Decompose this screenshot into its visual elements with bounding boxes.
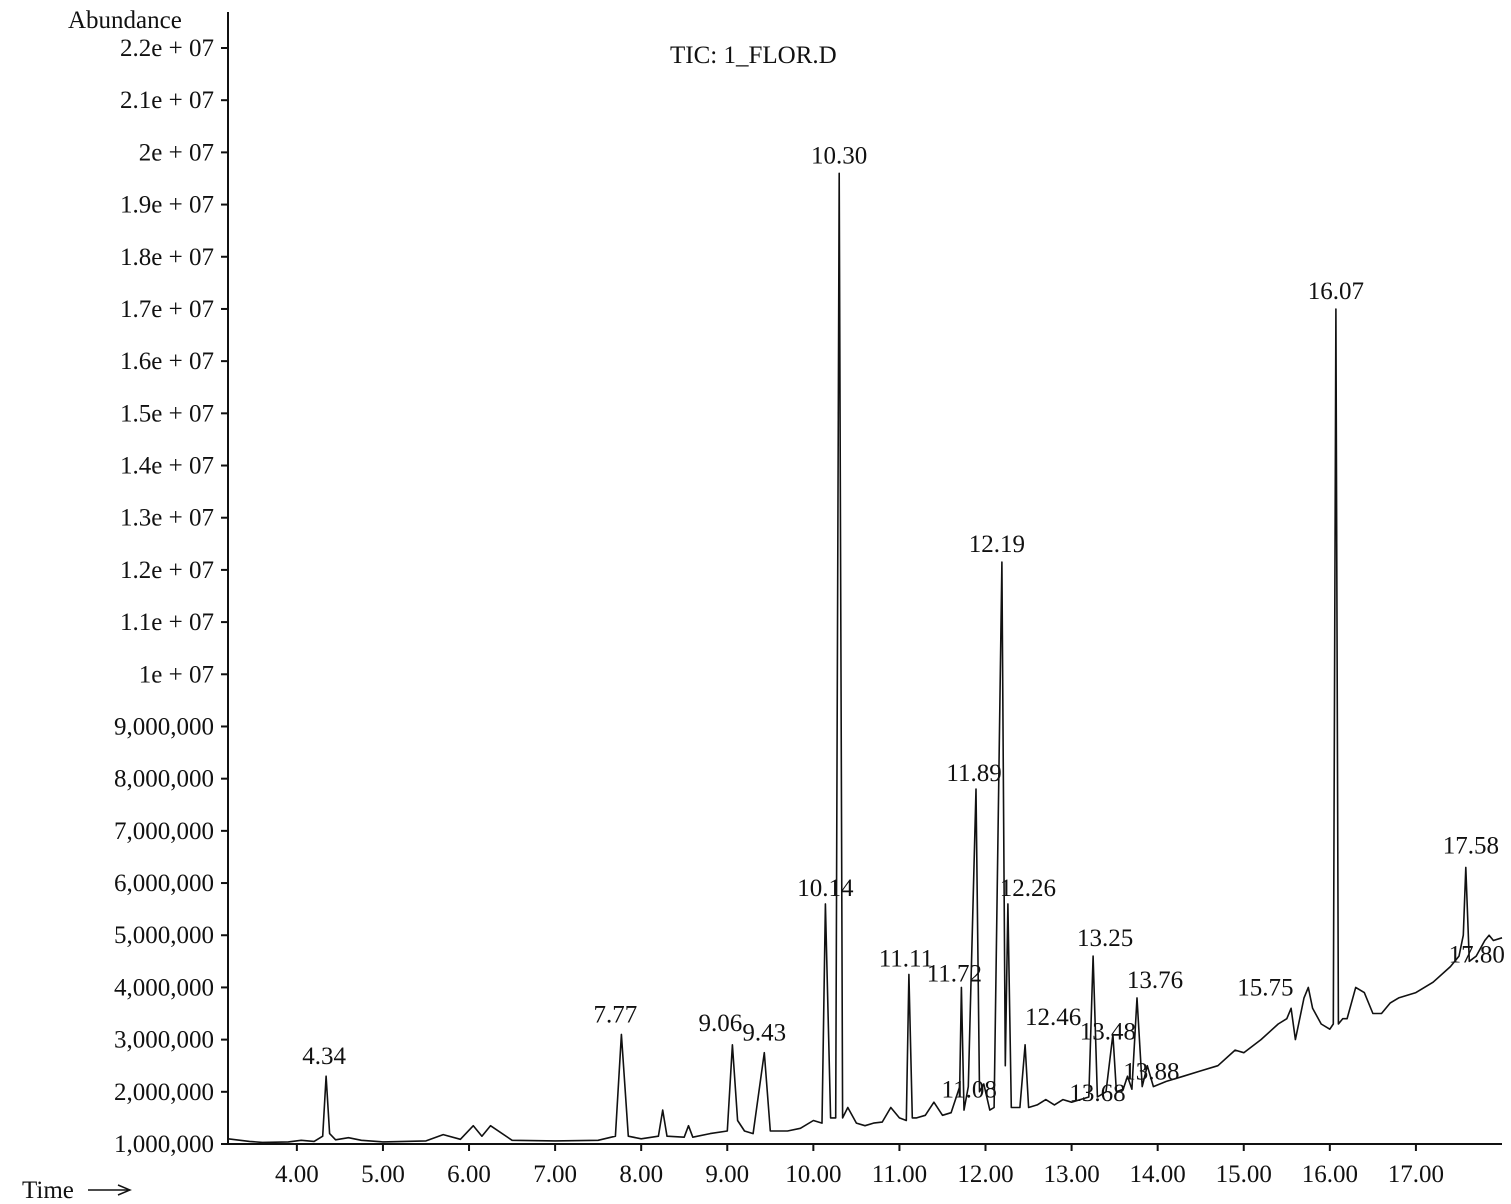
x-tick-label: 13.00 (1043, 1161, 1099, 1188)
peak-label: 12.19 (969, 531, 1025, 558)
chart-title: TIC: 1_FLOR.D (670, 42, 837, 69)
y-axis-title: Abundance (68, 7, 182, 34)
x-tick-label: 15.00 (1216, 1161, 1272, 1188)
peak-label: 7.77 (594, 1001, 638, 1028)
x-tick-label: 7.00 (533, 1161, 577, 1188)
peak-label: 16.07 (1308, 278, 1364, 305)
y-tick-label: 9,000,000 (114, 713, 214, 740)
peak-label: 11.72 (927, 960, 982, 987)
y-tick-label: 1.4e + 07 (120, 453, 214, 480)
peak-label: 12.46 (1025, 1004, 1081, 1031)
y-tick-label: 4,000,000 (114, 974, 214, 1001)
y-tick-label: 5,000,000 (114, 922, 214, 949)
x-tick-label: 5.00 (361, 1161, 405, 1188)
y-tick-label: 6,000,000 (114, 870, 214, 897)
peak-label: 11.89 (946, 760, 1001, 787)
y-tick-label: 2e + 07 (139, 139, 214, 166)
x-tick-label: 12.00 (957, 1161, 1013, 1188)
peak-label: 13.76 (1127, 967, 1183, 994)
y-tick-label: 1.8e + 07 (120, 244, 214, 271)
y-tick-label: 2.2e + 07 (120, 35, 214, 62)
peak-label: 13.88 (1123, 1059, 1179, 1086)
peak-label: 9.43 (742, 1020, 786, 1047)
peak-label: 13.48 (1080, 1018, 1136, 1045)
peak-label: 11.08 (942, 1076, 997, 1103)
peak-label: 4.34 (302, 1043, 346, 1070)
y-tick-label: 1.9e + 07 (120, 192, 214, 219)
peak-label: 9.06 (699, 1010, 743, 1037)
peak-label: 13.68 (1069, 1080, 1125, 1107)
peak-label: 10.14 (797, 875, 854, 902)
peak-label: 10.30 (811, 142, 867, 169)
peak-label: 17.80 (1449, 941, 1505, 968)
peak-label: 12.26 (1000, 875, 1056, 902)
y-tick-label: 3,000,000 (114, 1027, 214, 1054)
x-axis-title: Time (22, 1177, 74, 1204)
x-tick-label: 4.00 (275, 1161, 319, 1188)
series-line-tic (227, 172, 1503, 1144)
x-tick-label: 9.00 (705, 1161, 749, 1188)
peak-label: 17.58 (1443, 832, 1499, 859)
x-tick-label: 14.00 (1130, 1161, 1186, 1188)
y-tick-label: 2,000,000 (114, 1079, 214, 1106)
x-tick-label: 16.00 (1302, 1161, 1358, 1188)
y-tick-label: 1.2e + 07 (120, 557, 214, 584)
peak-label: 11.11 (879, 945, 933, 972)
y-tick-label: 2.1e + 07 (120, 87, 214, 114)
x-tick-label: 6.00 (447, 1161, 491, 1188)
y-tick-label: 1,000,000 (114, 1131, 214, 1158)
x-tick-label: 17.00 (1388, 1161, 1444, 1188)
peak-label: 15.75 (1237, 974, 1293, 1001)
time-arrow-icon (88, 1184, 132, 1196)
y-tick-label: 7,000,000 (114, 818, 214, 845)
x-ticks: 4.00 5.00 6.00 7.00 8.00 9.00 10.00 11.00 12.00 1… (275, 1144, 1444, 1188)
x-tick-label: 8.00 (619, 1161, 663, 1188)
y-ticks: 1,000,000 2,000,000 3,000,000 4,000,000 5,00… (114, 35, 228, 1158)
peak-label: 13.25 (1077, 925, 1133, 952)
y-tick-label: 1.7e + 07 (120, 296, 214, 323)
x-tick-label: 11.00 (872, 1161, 927, 1188)
y-tick-label: 1.6e + 07 (120, 348, 214, 375)
y-tick-label: 1e + 07 (139, 661, 214, 688)
y-tick-label: 1.3e + 07 (120, 505, 214, 532)
x-tick-label: 10.00 (785, 1161, 841, 1188)
y-tick-label: 1.5e + 07 (120, 400, 214, 427)
y-tick-label: 8,000,000 (114, 766, 214, 793)
y-tick-label: 1.1e + 07 (120, 609, 214, 636)
